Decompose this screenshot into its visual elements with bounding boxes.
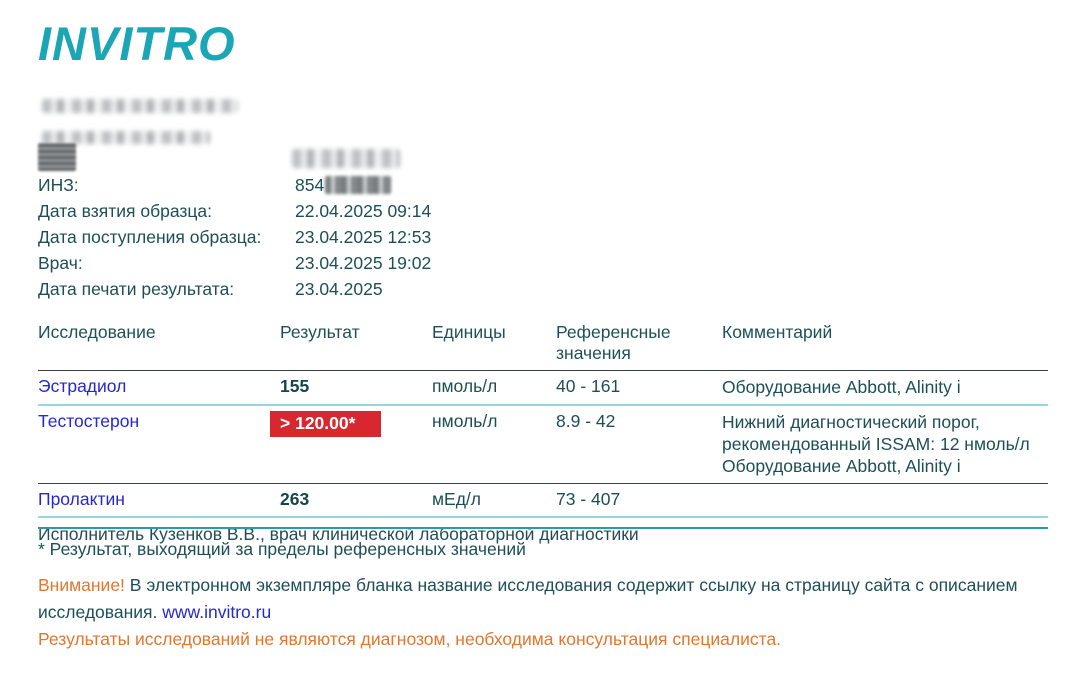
header-units: Единицы: [432, 322, 506, 342]
row-divider-dark: [38, 483, 1048, 484]
result-value: 263: [280, 489, 310, 509]
header-divider: [38, 370, 1048, 371]
footnote-separator: [38, 527, 1048, 529]
doctor-value: 23.04.2025 19:02: [295, 253, 432, 273]
inz-label: ИНЗ:: [38, 175, 79, 195]
test-link-testosterone[interactable]: Тестостерон: [38, 411, 140, 431]
disclaimer-line: Результаты исследований не являются диаг…: [38, 629, 782, 649]
result-value: 155: [280, 376, 310, 396]
meta-row-print-date: Дата печати результата: 23.04.2025: [38, 276, 431, 302]
table-row: Эстрадиол 155 пмоль/л 40 - 161 Оборудова…: [38, 371, 1048, 404]
reference-value: 40 - 161: [556, 376, 621, 396]
sample-taken-value: 22.04.2025 09:14: [295, 201, 432, 221]
units-value: мЕд/л: [432, 489, 481, 509]
reference-value: 73 - 407: [556, 489, 621, 509]
reference-value: 8.9 - 42: [556, 411, 616, 431]
result-value-flagged: > 120.00*: [270, 411, 382, 437]
redacted-inz-tail: [325, 176, 392, 194]
doctor-label: Врач:: [38, 253, 83, 273]
print-date-label: Дата печати результата:: [38, 279, 235, 299]
table-row: Тестостерон > 120.00* нмоль/л 8.9 - 42 Н…: [38, 406, 1048, 483]
results-table: Исследование Результат Единицы Референсн…: [38, 322, 1048, 545]
sample-received-value: 23.04.2025 12:53: [295, 227, 432, 247]
asterisk-footnote: * Результат, выходящий за пределы рефере…: [38, 539, 526, 559]
comment-value: Нижний диагностический порог, рекомендов…: [722, 412, 1030, 476]
header-comment: Комментарий: [722, 322, 833, 342]
invitro-link[interactable]: www.invitro.ru: [162, 602, 272, 622]
notice-block: Внимание! В электронном экземпляре бланк…: [38, 572, 1050, 653]
meta-block: ИНЗ: 854 Дата взятия образца: 22.04.2025…: [38, 172, 431, 302]
attention-paragraph: Внимание! В электронном экземпляре бланк…: [38, 572, 1050, 626]
meta-row-sample-received: Дата поступления образца: 23.04.2025 12:…: [38, 224, 431, 250]
header-reference: Референсные значения: [556, 322, 671, 363]
meta-row-inz: ИНЗ: 854: [38, 172, 431, 198]
redacted-stamp: [38, 143, 76, 171]
test-link-estradiol[interactable]: Эстрадиол: [38, 376, 127, 396]
table-row: Пролактин 263 мЕд/л 73 - 407: [38, 484, 1048, 516]
redacted-patient-line: [42, 99, 238, 113]
redacted-patient-line2: [42, 131, 210, 144]
units-value: пмоль/л: [432, 376, 498, 396]
attention-prefix: Внимание!: [38, 575, 130, 595]
units-value: нмоль/л: [432, 411, 498, 431]
meta-row-doctor: Врач: 23.04.2025 19:02: [38, 250, 431, 276]
header-result: Результат: [280, 322, 360, 342]
attention-text: В электронном экземпляре бланка название…: [38, 575, 1018, 622]
table-header-row: Исследование Результат Единицы Референсн…: [38, 322, 1048, 370]
executor-line: Исполнитель Кузенков В.В., врач клиничес…: [38, 524, 639, 544]
row-divider-light: [38, 404, 1048, 406]
invitro-logo: INVITRO: [38, 17, 236, 70]
test-link-prolactin[interactable]: Пролактин: [38, 489, 125, 509]
comment-value: Оборудование Abbott, Alinity i: [722, 377, 961, 397]
row-divider-light: [38, 516, 1048, 518]
inz-value-visible: 854: [295, 175, 325, 195]
inz-value: 854: [295, 172, 392, 198]
sample-received-label: Дата поступления образца:: [38, 227, 262, 247]
print-date-value: 23.04.2025: [295, 279, 383, 299]
header-test: Исследование: [38, 322, 156, 342]
sample-taken-label: Дата взятия образца:: [38, 201, 213, 221]
meta-row-sample-taken: Дата взятия образца: 22.04.2025 09:14: [38, 198, 431, 224]
redacted-order-line: [292, 149, 400, 168]
